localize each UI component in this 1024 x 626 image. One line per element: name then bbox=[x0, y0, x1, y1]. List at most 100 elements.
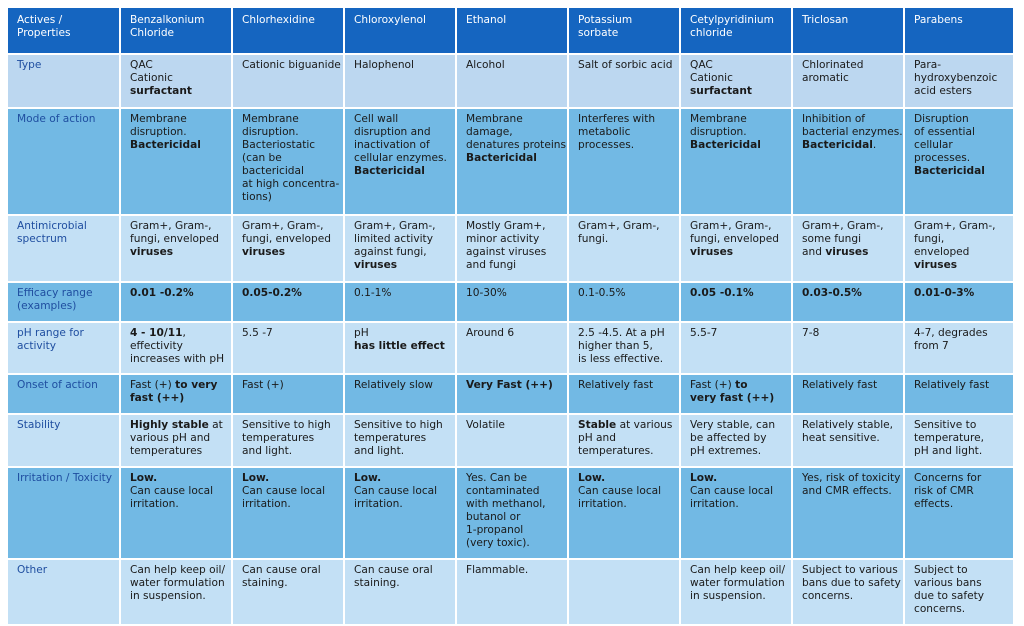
table-cell-antimicrobial-spectrum-triclosan: Gram+, Gram-, some fungi and viruses bbox=[792, 215, 905, 283]
cell-line: fungi, enveloped bbox=[242, 233, 331, 245]
cell-line: Membrane bbox=[130, 113, 187, 125]
table-cell-ph-range-for-activity-chlorhexidine: 5.5 -7 bbox=[232, 322, 345, 375]
cell-line: Relatively fast bbox=[578, 379, 654, 391]
table-cell-irritation-toxicity-chlorhexidine: Low. Can cause local irritation. bbox=[232, 467, 345, 560]
table-cell-efficacy-range-examples-chlorhexidine: 0.05-0.2% bbox=[232, 282, 345, 323]
table-cell-efficacy-range-examples-potassium-sorbate: 0.1-0.5% bbox=[568, 282, 681, 323]
cell-line: Para- bbox=[914, 59, 942, 71]
cell-line: Can cause oral bbox=[354, 564, 433, 576]
table-cell-type-cetylpyridinium-chloride: QAC Cationic surfactant bbox=[680, 54, 793, 109]
cell-line: (can be bbox=[242, 152, 282, 164]
cell-line: cellular enzymes. bbox=[354, 152, 447, 164]
table-cell-mode-of-action-potassium-sorbate: Interferes with metabolic processes. bbox=[568, 108, 681, 216]
table-cell-efficacy-range-examples-chloroxylenol: 0.1-1% bbox=[344, 282, 457, 323]
cell-line: Membrane bbox=[466, 113, 523, 125]
cell-line: heat sensitive. bbox=[802, 432, 880, 444]
cell-line: 0.01 -0.2% bbox=[130, 287, 194, 299]
table-cell-mode-of-action-chlorhexidine: Membrane disruption. Bacteriostatic (can be… bbox=[232, 108, 345, 216]
table-cell-antimicrobial-spectrum-potassium-sorbate: Gram+, Gram-, fungi. bbox=[568, 215, 681, 283]
cell-line: and viruses bbox=[802, 246, 869, 258]
cell-line: bans due to safety bbox=[802, 577, 901, 589]
table-cell-onset-of-action-parabens: Relatively fast bbox=[904, 374, 1013, 415]
cell-line: Cell wall bbox=[354, 113, 399, 125]
cell-line: Relatively fast bbox=[802, 379, 878, 391]
table-cell-antimicrobial-spectrum-parabens: Gram+, Gram-, fungi, enveloped viruses bbox=[904, 215, 1013, 283]
header-cell-cetylpyridinium-chloride: Cetylpyridinium chloride bbox=[680, 8, 793, 55]
cell-line: temperature, bbox=[914, 432, 984, 444]
cell-line: pH extremes. bbox=[690, 445, 762, 457]
cell-line: and light. bbox=[242, 445, 293, 457]
cell-line: temperatures. bbox=[578, 445, 654, 457]
cell-line: Low. bbox=[130, 472, 158, 484]
row-label-ph-range-for-activity: pH range for activity bbox=[8, 322, 121, 375]
cell-line: Yes, risk of toxicity bbox=[802, 472, 901, 484]
table-cell-stability-chlorhexidine: Sensitive to high temperatures and light. bbox=[232, 414, 345, 468]
cell-line: fungi, enveloped bbox=[690, 233, 779, 245]
cell-line: disruption and bbox=[354, 126, 431, 138]
cell-line: 0.01-0-3% bbox=[914, 287, 975, 299]
table-cell-mode-of-action-cetylpyridinium-chloride: Membrane disruption. Bactericidal bbox=[680, 108, 793, 216]
cell-line: Gram+, Gram-, bbox=[242, 220, 324, 232]
table-cell-irritation-toxicity-potassium-sorbate: Low. Can cause local irritation. bbox=[568, 467, 681, 560]
cell-line: Relatively slow bbox=[354, 379, 433, 391]
cell-line: Relatively stable, bbox=[802, 419, 894, 431]
cell-line: pH and bbox=[578, 432, 616, 444]
table-cell-irritation-toxicity-ethanol: Yes. Can be contaminated with methanol, but… bbox=[456, 467, 569, 560]
cell-line: of essential bbox=[914, 126, 975, 138]
cell-line: effectivity bbox=[130, 340, 183, 352]
cell-line: from 7 bbox=[914, 340, 949, 352]
cell-line: denatures proteins. bbox=[466, 139, 568, 151]
row-label-antimicrobial-spectrum: Antimicrobial spectrum bbox=[8, 215, 121, 283]
cell-line: temperatures bbox=[242, 432, 315, 444]
table-row-efficacy-range-examples: Efficacy range (examples) 0.01 -0.2% 0.05-… bbox=[8, 282, 1013, 323]
cell-line: surfactant bbox=[690, 85, 752, 97]
cell-line: Fast (+) to bbox=[690, 379, 748, 391]
table-cell-efficacy-range-examples-triclosan: 0.03-0.5% bbox=[792, 282, 905, 323]
cell-line: Mostly Gram+, bbox=[466, 220, 546, 232]
cell-line: (very toxic). bbox=[466, 537, 530, 549]
table-cell-ph-range-for-activity-potassium-sorbate: 2.5 -4.5. At a pH higher than 5, is less e… bbox=[568, 322, 681, 375]
cell-line: Gram+, Gram-, bbox=[690, 220, 772, 232]
table-cell-irritation-toxicity-cetylpyridinium-chloride: Low. Can cause local irritation. bbox=[680, 467, 793, 560]
cell-line: 0.03-0.5% bbox=[802, 287, 862, 299]
cell-line: viruses bbox=[690, 246, 734, 258]
table-cell-onset-of-action-cetylpyridinium-chloride: Fast (+) to very fast (++) bbox=[680, 374, 793, 415]
cell-line: and light. bbox=[354, 445, 405, 457]
table-cell-other-parabens: Subject to various bans due to safety conce… bbox=[904, 559, 1013, 626]
table-cell-ph-range-for-activity-cetylpyridinium-chloride: 5.5-7 bbox=[680, 322, 793, 375]
table-cell-ph-range-for-activity-chloroxylenol: pH has little effect bbox=[344, 322, 457, 375]
cell-line: Sensitive to high bbox=[354, 419, 443, 431]
cell-line: limited activity bbox=[354, 233, 433, 245]
cell-line: some fungi bbox=[802, 233, 862, 245]
table-cell-antimicrobial-spectrum-cetylpyridinium-chloride: Gram+, Gram-, fungi, enveloped viruses bbox=[680, 215, 793, 283]
cell-line: aromatic bbox=[802, 72, 849, 84]
cell-line: processes. bbox=[578, 139, 635, 151]
table-cell-other-benzalkonium-chloride: Can help keep oil/water formulation in su… bbox=[120, 559, 233, 626]
cell-line: disruption. bbox=[130, 126, 187, 138]
table-row-ph-range-for-activity: pH range for activity 4 - 10/11, effectivi… bbox=[8, 322, 1013, 375]
cell-line: Low. bbox=[354, 472, 382, 484]
cell-line: tions) bbox=[242, 191, 272, 203]
table-cell-ph-range-for-activity-parabens: 4-7, degrades from 7 bbox=[904, 322, 1013, 375]
cell-line: risk of CMR bbox=[914, 485, 974, 497]
cell-line: very fast (++) bbox=[690, 392, 775, 404]
table-cell-irritation-toxicity-parabens: Concerns for risk of CMR effects. bbox=[904, 467, 1013, 560]
cell-line: 10-30% bbox=[466, 287, 507, 299]
cell-line: staining. bbox=[242, 577, 288, 589]
header-cell-chlorhexidine: Chlorhexidine bbox=[232, 8, 345, 55]
cell-line: irritation. bbox=[130, 498, 179, 510]
cell-line: concerns. bbox=[802, 590, 854, 602]
cell-line: Alcohol bbox=[466, 59, 505, 71]
cell-line: bacterial enzymes. bbox=[802, 126, 903, 138]
cell-line: metabolic bbox=[578, 126, 631, 138]
cell-line: Subject to bbox=[914, 564, 968, 576]
cell-line: Yes. Can be bbox=[466, 472, 528, 484]
cell-line: Gram+, Gram-, bbox=[354, 220, 436, 232]
table-cell-type-potassium-sorbate: Salt of sorbic acid bbox=[568, 54, 681, 109]
table-cell-irritation-toxicity-benzalkonium-chloride: Low. Can cause local irritation. bbox=[120, 467, 233, 560]
table-cell-type-parabens: Para-hydroxybenzoic acid esters bbox=[904, 54, 1013, 109]
cell-line: viruses bbox=[914, 259, 958, 271]
cell-line: Cationic bbox=[130, 72, 173, 84]
cell-line: pH and light. bbox=[914, 445, 983, 457]
row-label-other: Other bbox=[8, 559, 121, 626]
